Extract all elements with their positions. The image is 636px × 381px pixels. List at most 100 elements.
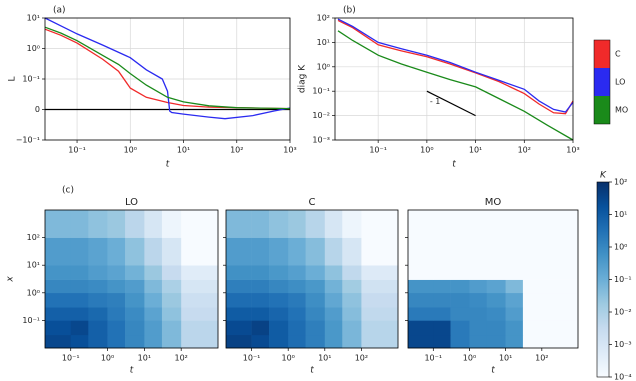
heatmap-cell xyxy=(269,320,289,336)
heatmap-cell xyxy=(342,279,362,294)
x-tick-label: 10³ xyxy=(566,146,579,155)
y-tick-label: 10² xyxy=(27,233,40,242)
x-tick-label: 10² xyxy=(174,354,187,363)
heatmap-cell xyxy=(541,210,579,238)
heatmap-cell xyxy=(251,210,270,238)
heatmap-cell xyxy=(269,292,289,308)
heatmap-cell xyxy=(107,279,126,294)
heatmap-cell xyxy=(305,279,326,294)
heatmap-cell xyxy=(45,210,72,238)
colorbar-tick-label: 10⁻⁴ xyxy=(614,373,632,381)
heatmap-cell xyxy=(70,292,89,308)
heatmap-cell xyxy=(361,265,399,280)
legend-frame xyxy=(593,39,611,125)
heatmap-cell xyxy=(433,210,451,238)
heatmap-cell xyxy=(251,320,270,336)
heatmap-cell xyxy=(269,210,289,238)
heatmap-cell xyxy=(288,292,306,308)
heatmap-cell xyxy=(125,307,145,321)
heatmap-cell xyxy=(342,292,362,308)
heatmap-cell xyxy=(161,307,182,321)
heatmap-cell xyxy=(541,334,579,349)
colorbar-tick-label: 10² xyxy=(614,178,627,187)
heatmap-cell xyxy=(505,265,524,280)
heatmap-cell xyxy=(288,265,306,280)
line xyxy=(337,18,574,113)
heatmap-cell xyxy=(541,307,579,321)
legend-label: LO xyxy=(615,78,625,87)
heatmap-cell xyxy=(408,320,434,336)
heatmap-cell xyxy=(324,307,343,321)
heatmap-cell xyxy=(433,237,451,266)
heatmap-cell xyxy=(251,334,270,349)
heatmap-cell xyxy=(541,320,579,336)
heatmap-cell xyxy=(522,210,543,238)
heatmap-cell xyxy=(433,292,451,308)
y-tick-label: 10⁰ xyxy=(27,44,40,53)
heatmap-cell xyxy=(45,279,72,294)
heatmap-cell xyxy=(70,265,89,280)
colorbar-tick-label: 10¹ xyxy=(614,210,627,219)
colorbar-tick-label: 10⁻³ xyxy=(614,340,632,349)
line xyxy=(44,17,291,120)
heatmap-cell xyxy=(408,265,434,280)
heatmap-cell xyxy=(45,334,72,349)
heatmap-cell xyxy=(288,334,306,349)
heatmap-cell xyxy=(505,279,524,294)
axes-frame xyxy=(334,17,574,141)
heatmap-cell xyxy=(45,320,72,336)
heatmap-cell xyxy=(522,320,543,336)
heatmap-cell xyxy=(342,237,362,266)
colorbar-tick-label: 10⁻² xyxy=(614,308,632,317)
legend-swatch xyxy=(594,40,610,68)
heatmap-cell xyxy=(522,237,543,266)
heatmap-cell xyxy=(361,210,399,238)
heatmap-cell xyxy=(88,292,108,308)
heatmap-cell xyxy=(305,237,326,266)
heatmap-cell xyxy=(408,307,434,321)
heatmap-cell xyxy=(226,307,252,321)
heatmap-cell xyxy=(433,279,451,294)
heatmap-cell xyxy=(324,292,343,308)
heatmap-cell xyxy=(486,334,506,349)
heatmap-cell xyxy=(408,279,434,294)
heatmap-cell xyxy=(144,307,163,321)
heatmap-cell xyxy=(269,265,289,280)
heatmap-cell xyxy=(251,307,270,321)
colorbar-tick-label: 10⁰ xyxy=(614,243,627,252)
heatmap-cell xyxy=(107,292,126,308)
y-axis-label: x xyxy=(6,276,16,283)
heatmap-cell xyxy=(469,265,488,280)
heatmap-cell xyxy=(181,292,219,308)
y-tick-label: 10⁻³ xyxy=(312,136,330,145)
y-tick-label: 10² xyxy=(317,14,330,23)
heatmap-cell xyxy=(305,265,326,280)
line xyxy=(337,19,574,115)
heatmap-cell xyxy=(88,307,108,321)
heatmap-cell xyxy=(342,334,362,349)
heatmap-cell xyxy=(469,210,488,238)
heatmap-cell xyxy=(107,237,126,266)
heatmap-cell xyxy=(226,292,252,308)
x-axis-label: t xyxy=(491,366,495,376)
panel-title: LO xyxy=(125,197,138,208)
line xyxy=(44,26,291,110)
y-tick-label: 10¹ xyxy=(27,261,40,270)
heatmap-cell xyxy=(486,279,506,294)
heatmap-cell xyxy=(505,237,524,266)
heatmap-cell xyxy=(88,237,108,266)
heatmap-cell xyxy=(161,210,182,238)
heatmap-cell xyxy=(88,334,108,349)
heatmap-cell xyxy=(161,334,182,349)
heatmap-cell xyxy=(107,265,126,280)
heatmap-cell xyxy=(125,334,145,349)
axes-frame xyxy=(44,17,291,141)
heatmap-cell xyxy=(70,320,89,336)
heatmap-cell xyxy=(144,320,163,336)
heatmap-cell xyxy=(269,237,289,266)
heatmap-cell xyxy=(486,307,506,321)
heatmap-cell xyxy=(324,320,343,336)
axes-frame xyxy=(407,209,579,349)
heatmap-cell xyxy=(541,292,579,308)
heatmap-cell xyxy=(107,210,126,238)
